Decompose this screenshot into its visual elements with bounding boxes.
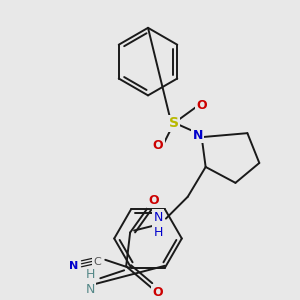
Text: O: O xyxy=(153,286,163,299)
Text: O: O xyxy=(196,99,207,112)
Text: N: N xyxy=(69,261,78,271)
Text: S: S xyxy=(169,116,179,130)
Text: N
H: N H xyxy=(153,211,163,239)
Text: O: O xyxy=(149,194,159,207)
Text: H
N: H N xyxy=(86,268,95,296)
Text: C: C xyxy=(94,257,101,267)
Text: O: O xyxy=(153,139,163,152)
Text: N: N xyxy=(193,129,203,142)
